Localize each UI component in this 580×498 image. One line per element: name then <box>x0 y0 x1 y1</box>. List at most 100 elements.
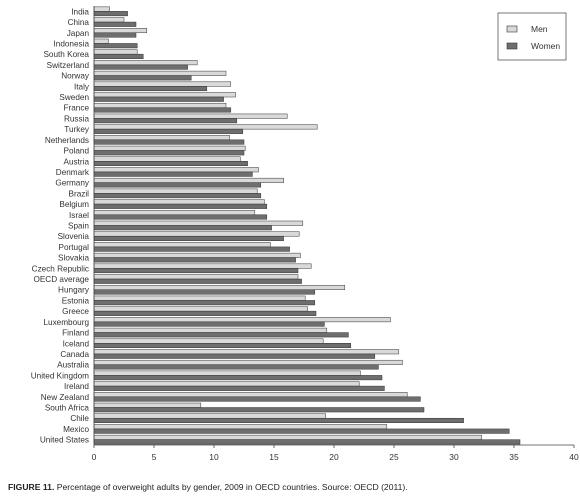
category-label: Sweden <box>59 93 89 102</box>
category-label: Estonia <box>62 296 90 305</box>
bar-women <box>93 375 383 381</box>
category-label: Portugal <box>59 243 90 252</box>
figure-caption: FIGURE 11. Percentage of overweight adul… <box>8 482 408 492</box>
bar-men <box>93 295 306 301</box>
bar-women <box>93 150 245 156</box>
bar-men <box>93 199 265 205</box>
bar-women <box>93 332 349 338</box>
legend-box <box>497 12 567 61</box>
category-label: Netherlands <box>45 136 89 145</box>
category-label: Germany <box>55 179 90 188</box>
bar-women <box>93 257 296 263</box>
bar-men <box>93 60 198 66</box>
bar-women <box>93 182 262 188</box>
category-label: Poland <box>64 147 90 156</box>
bar-men <box>93 17 125 23</box>
bar-women <box>93 428 510 434</box>
category-label: Finland <box>62 329 89 338</box>
x-tick-label: 0 <box>92 452 97 462</box>
bar-men <box>93 113 288 119</box>
category-label: Iceland <box>63 339 90 348</box>
bar-men <box>93 81 232 87</box>
bar-women <box>93 53 144 59</box>
bar-men <box>93 274 299 280</box>
category-label: New Zealand <box>41 393 90 402</box>
bar-women <box>93 417 464 423</box>
bar-men <box>93 370 361 376</box>
bar-women <box>93 439 521 445</box>
bar-men <box>93 92 236 98</box>
bar-men <box>93 177 284 183</box>
legend-label-women: Women <box>531 41 560 51</box>
bar-men <box>93 327 328 333</box>
bar-women <box>93 21 137 27</box>
bar-women <box>93 161 248 167</box>
category-label: Israel <box>69 211 89 220</box>
category-label: United Kingdom <box>31 371 89 380</box>
bars-group <box>93 6 521 445</box>
category-label: Italy <box>74 82 90 91</box>
bar-men <box>93 402 202 408</box>
bar-women <box>93 11 128 17</box>
category-label: South Africa <box>45 404 90 413</box>
category-label: Canada <box>60 350 89 359</box>
category-label: Russia <box>64 114 89 123</box>
category-label: OECD average <box>33 275 89 284</box>
x-tick-label: 10 <box>209 452 219 462</box>
x-tick-label: 25 <box>389 452 399 462</box>
legend-swatch-men <box>506 25 518 33</box>
bar-men <box>93 49 138 55</box>
legend-label-men: Men <box>531 24 548 34</box>
bar-women <box>93 118 238 124</box>
bar-women <box>93 43 138 49</box>
bar-men <box>93 434 482 440</box>
bar-men <box>93 210 256 216</box>
bar-women <box>93 193 262 199</box>
bar-women <box>93 385 385 391</box>
category-label: Slovakia <box>58 254 89 263</box>
bar-men <box>93 285 346 290</box>
bar-men <box>93 38 109 44</box>
category-label: Australia <box>57 361 89 370</box>
x-axis: 0 5 10 15 20 25 30 35 40 <box>92 6 579 462</box>
bar-women <box>93 203 268 209</box>
x-tick-label: 15 <box>269 452 279 462</box>
bar-men <box>93 6 110 12</box>
bar-women <box>93 289 316 295</box>
bar-men <box>93 349 400 355</box>
bar-women <box>93 32 137 38</box>
category-label: Spain <box>68 222 89 231</box>
bar-women <box>93 86 208 92</box>
category-label: Japan <box>67 29 90 38</box>
category-label: Norway <box>61 72 90 81</box>
bar-women <box>93 246 290 252</box>
x-tick-label: 20 <box>329 452 339 462</box>
bar-men <box>93 231 300 237</box>
bar-women <box>93 268 299 274</box>
category-label: France <box>64 104 90 113</box>
bar-men <box>93 145 246 151</box>
x-tick-label: 40 <box>569 452 579 462</box>
category-label: Greece <box>62 307 89 316</box>
category-label: Belgium <box>59 200 89 209</box>
category-label: United States <box>40 436 89 445</box>
caption-label: FIGURE 11. <box>8 482 55 492</box>
category-label: China <box>68 18 90 27</box>
bar-men <box>93 424 388 430</box>
bar-women <box>93 171 253 177</box>
caption-text: Percentage of overweight adults by gende… <box>54 482 408 492</box>
bar-women <box>93 235 284 241</box>
bar-men <box>93 359 403 365</box>
category-label: Slovenia <box>58 232 90 241</box>
category-label: Brazil <box>69 189 90 198</box>
bar-women <box>93 75 192 81</box>
bar-women <box>93 128 244 134</box>
bar-men <box>93 70 227 76</box>
category-label: Mexico <box>63 425 89 434</box>
bar-men <box>93 167 259 173</box>
bar-women <box>93 107 232 113</box>
category-label: Czech Republic <box>32 264 89 273</box>
bar-men <box>93 381 360 387</box>
category-label: Switzerland <box>47 61 90 70</box>
